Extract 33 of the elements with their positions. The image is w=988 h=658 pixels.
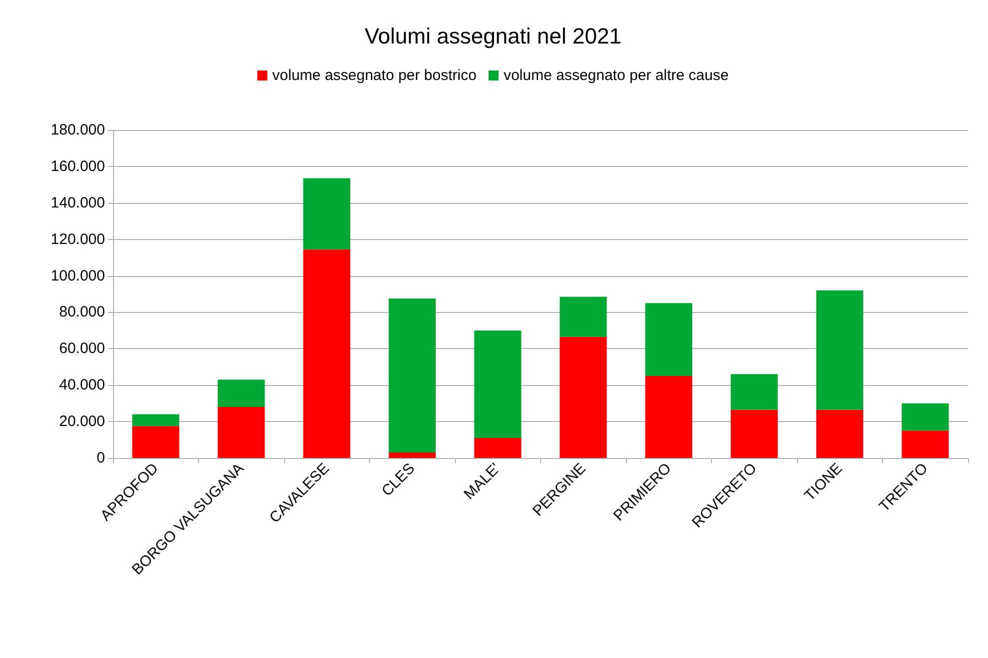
y-tick-label: 120.000 (50, 230, 105, 248)
bar (132, 426, 180, 458)
bar (474, 438, 522, 458)
legend-label: volume assegnato per bostrico (272, 67, 477, 84)
y-tick-label: 60.000 (59, 340, 105, 358)
bar (303, 249, 350, 458)
bar (730, 374, 778, 410)
bar (560, 296, 607, 337)
legend-label: volume assegnato per altre cause (504, 67, 729, 84)
bar (132, 414, 180, 426)
bar (303, 178, 350, 250)
bar (902, 430, 949, 458)
bar (218, 380, 265, 407)
bar (388, 452, 436, 458)
y-tick-label: 160.000 (50, 158, 105, 175)
bar (902, 403, 949, 431)
y-tick-label: 0 (96, 450, 105, 466)
bar (816, 410, 864, 458)
bar (645, 303, 692, 376)
y-tick-label: 140.000 (50, 194, 105, 212)
bar (218, 406, 265, 458)
bar (560, 336, 607, 458)
chart-title: Volumi assegnati nel 2021 (364, 24, 622, 48)
y-tick-label: 80.000 (59, 304, 105, 321)
y-tick-label: 20.000 (59, 413, 105, 430)
y-tick-label: 40.000 (59, 376, 105, 394)
bar (474, 330, 522, 438)
bar (645, 376, 692, 458)
bar (388, 298, 436, 453)
bar (816, 290, 864, 410)
y-tick-label: 100.000 (50, 267, 105, 284)
bar (730, 410, 778, 458)
y-tick-label: 180.000 (50, 122, 105, 138)
